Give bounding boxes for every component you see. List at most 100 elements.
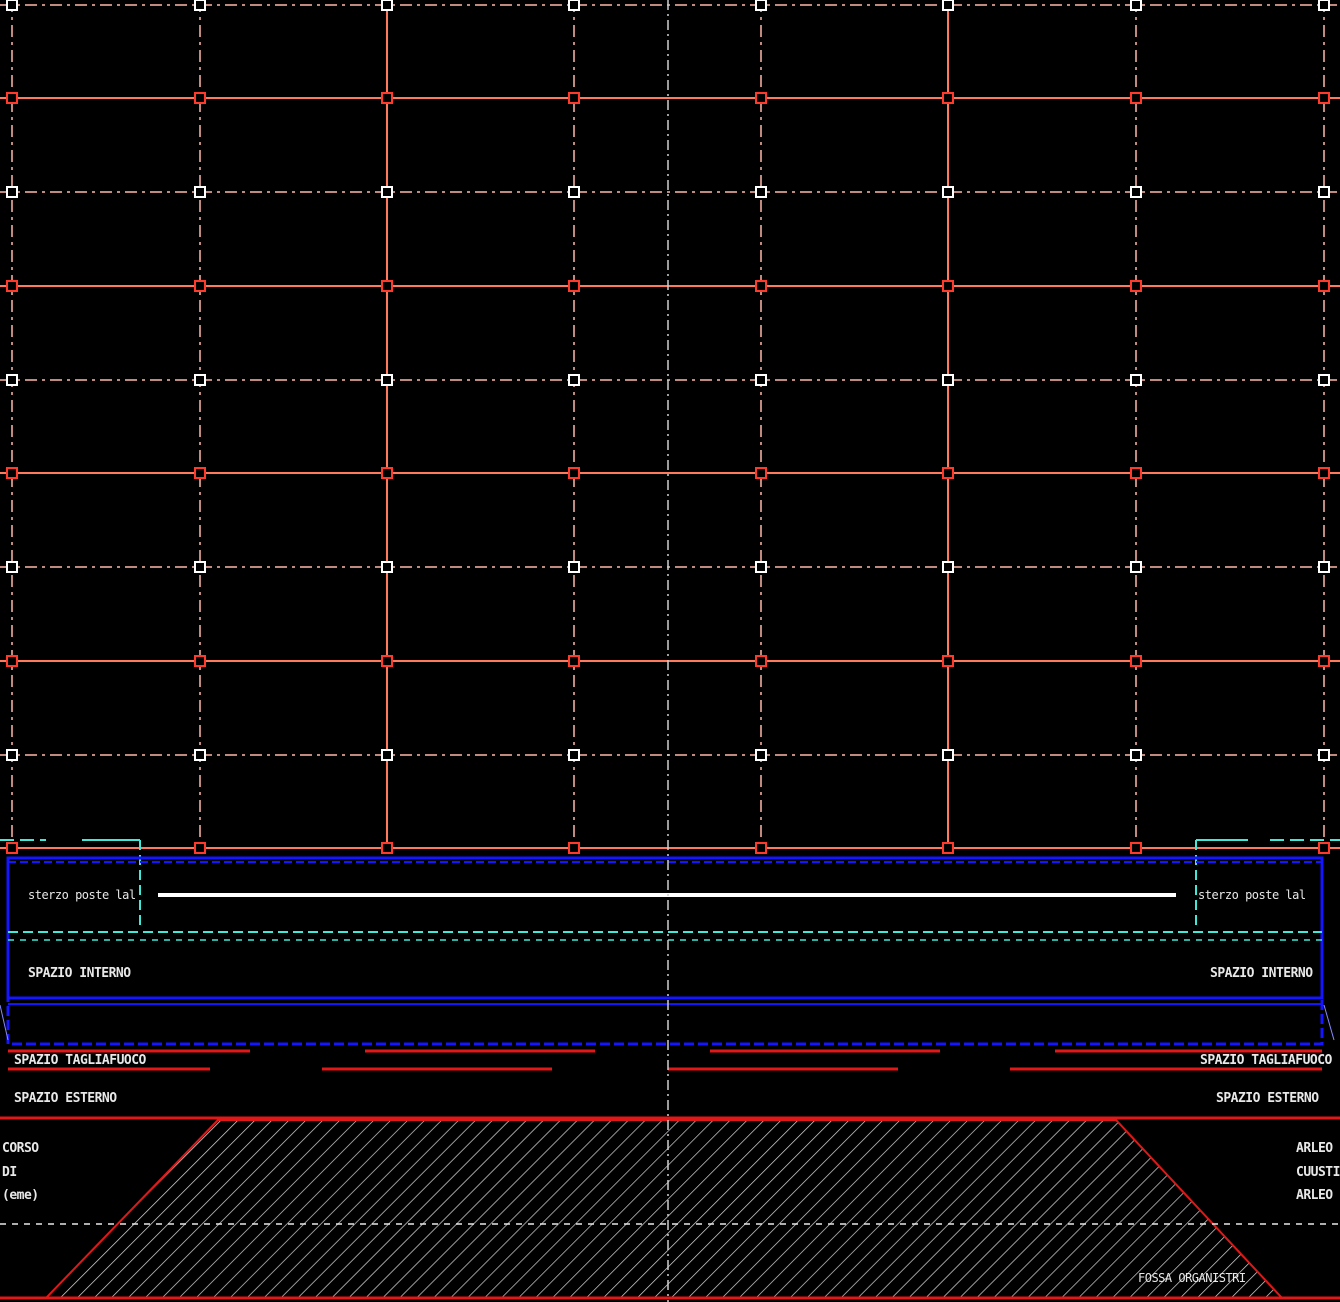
- square-node-icon: [194, 842, 206, 854]
- square-node-icon: [755, 186, 767, 198]
- square-node-icon: [381, 561, 393, 573]
- square-node-icon: [194, 655, 206, 667]
- square-node-icon: [755, 374, 767, 386]
- square-node-icon: [568, 842, 580, 854]
- square-node-icon: [942, 842, 954, 854]
- square-node-icon: [1318, 280, 1330, 292]
- square-node-icon: [942, 655, 954, 667]
- inner-space-label-left: SPAZIO INTERNO: [28, 966, 131, 981]
- square-node-icon: [6, 280, 18, 292]
- square-node-icon: [381, 655, 393, 667]
- square-node-icon: [1130, 0, 1142, 11]
- square-node-icon: [6, 92, 18, 104]
- square-node-icon: [1130, 655, 1142, 667]
- square-node-icon: [755, 0, 767, 11]
- ext-space-label-left: SPAZIO ESTERNO: [14, 1091, 117, 1106]
- square-node-icon: [568, 0, 580, 11]
- square-node-icon: [194, 467, 206, 479]
- square-node-icon: [942, 374, 954, 386]
- square-node-icon: [755, 280, 767, 292]
- square-node-icon: [568, 749, 580, 761]
- square-node-icon: [1318, 655, 1330, 667]
- square-node-icon: [6, 0, 18, 11]
- fire-space-label-left: SPAZIO TAGLIAFUOCO: [14, 1053, 147, 1068]
- square-node-icon: [1318, 842, 1330, 854]
- structural-grid: [0, 0, 1340, 854]
- square-node-icon: [6, 374, 18, 386]
- labels: sterzo poste lal sterzo poste lal SPAZIO…: [2, 888, 1340, 1285]
- square-node-icon: [942, 92, 954, 104]
- square-node-icon: [194, 186, 206, 198]
- square-node-icon: [6, 561, 18, 573]
- square-node-icon: [755, 842, 767, 854]
- square-node-icon: [1318, 0, 1330, 11]
- square-node-icon: [194, 749, 206, 761]
- square-node-icon: [381, 0, 393, 11]
- fire-break-lines: [0, 1049, 1340, 1120]
- square-node-icon: [6, 655, 18, 667]
- square-node-icon: [381, 749, 393, 761]
- square-node-icon: [1318, 467, 1330, 479]
- square-node-icon: [1318, 561, 1330, 573]
- legend-right-3: ARLEO: [1296, 1188, 1333, 1203]
- square-node-icon: [1318, 92, 1330, 104]
- square-node-icon: [755, 749, 767, 761]
- square-node-icon: [755, 561, 767, 573]
- square-node-icon: [942, 749, 954, 761]
- square-node-icon: [1318, 749, 1330, 761]
- square-node-icon: [194, 374, 206, 386]
- square-node-icon: [1130, 467, 1142, 479]
- square-node-icon: [568, 92, 580, 104]
- square-node-icon: [1130, 280, 1142, 292]
- square-node-icon: [1130, 749, 1142, 761]
- hatched-embankment: [0, 1119, 1340, 1300]
- square-node-icon: [568, 186, 580, 198]
- legend-left-2: DI: [2, 1165, 17, 1180]
- square-node-icon: [194, 280, 206, 292]
- square-node-icon: [942, 561, 954, 573]
- square-node-icon: [755, 467, 767, 479]
- legend-left-3: (eme): [2, 1188, 39, 1203]
- square-node-icon: [568, 374, 580, 386]
- slab-band: [0, 856, 1335, 1046]
- legend-right-1: ARLEO: [1296, 1141, 1333, 1156]
- square-node-icon: [6, 842, 18, 854]
- square-node-icon: [381, 842, 393, 854]
- square-node-icon: [1130, 92, 1142, 104]
- square-node-icon: [755, 655, 767, 667]
- square-node-icon: [6, 749, 18, 761]
- square-node-icon: [568, 561, 580, 573]
- square-node-icon: [194, 0, 206, 11]
- legend-left-1: CORSO: [2, 1141, 39, 1156]
- square-node-icon: [381, 92, 393, 104]
- square-node-icon: [1318, 374, 1330, 386]
- square-node-icon: [381, 374, 393, 386]
- square-node-icon: [568, 467, 580, 479]
- square-node-icon: [942, 186, 954, 198]
- square-node-icon: [942, 280, 954, 292]
- square-node-icon: [1318, 186, 1330, 198]
- square-node-icon: [1130, 561, 1142, 573]
- square-node-icon: [381, 467, 393, 479]
- square-node-icon: [381, 280, 393, 292]
- square-node-icon: [755, 92, 767, 104]
- square-node-icon: [1130, 186, 1142, 198]
- inner-space-label-right: SPAZIO INTERNO: [1210, 966, 1313, 981]
- ditch-label: FOSSA ORGANISTRI: [1138, 1271, 1246, 1285]
- square-node-icon: [568, 655, 580, 667]
- square-node-icon: [6, 467, 18, 479]
- square-node-icon: [942, 467, 954, 479]
- cyan-markers: [0, 839, 1340, 930]
- ext-space-label-right: SPAZIO ESTERNO: [1216, 1091, 1319, 1106]
- square-node-icon: [194, 561, 206, 573]
- legend-right-2: CUUSTI: [1296, 1165, 1340, 1180]
- square-node-icon: [568, 280, 580, 292]
- square-node-icon: [1130, 374, 1142, 386]
- fire-space-label-right: SPAZIO TAGLIAFUOCO: [1200, 1053, 1333, 1068]
- square-node-icon: [942, 0, 954, 11]
- square-node-icon: [381, 186, 393, 198]
- square-node-icon: [194, 92, 206, 104]
- square-node-icon: [1130, 842, 1142, 854]
- slab-label-left: sterzo poste lal: [28, 888, 136, 902]
